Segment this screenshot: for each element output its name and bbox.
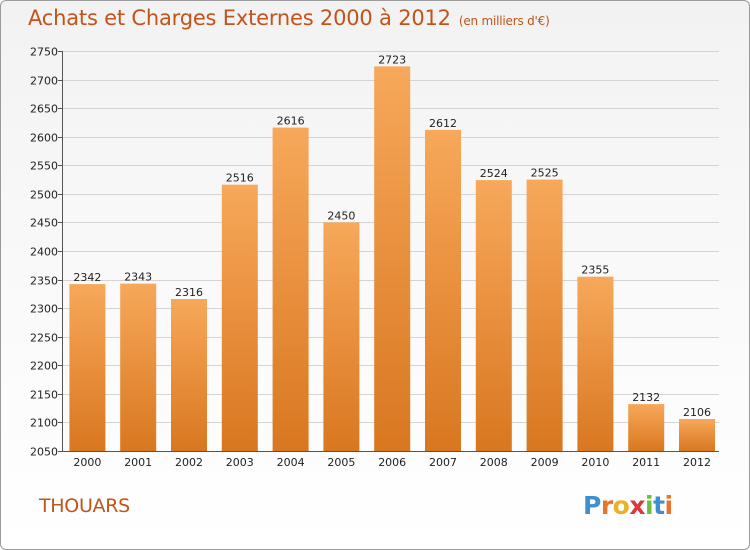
bar-2006: [374, 66, 411, 452]
bar-2005: [323, 222, 360, 451]
x-tick-label: 2011: [632, 456, 660, 469]
y-tick-label: 2750: [30, 46, 58, 59]
y-tick-label: 2350: [30, 275, 58, 288]
chart-title: Achats et Charges Externes 2000 à 2012 (e…: [28, 6, 550, 30]
bar-2001: [120, 283, 157, 451]
bar-2000: [69, 284, 106, 451]
x-tick-label: 2003: [226, 456, 254, 469]
data-label: 2525: [531, 167, 559, 180]
bar-2002: [171, 299, 207, 451]
data-label: 2524: [480, 167, 508, 180]
data-label: 2612: [429, 117, 457, 130]
x-tick-label: 2002: [175, 456, 203, 469]
data-label: 2316: [175, 286, 203, 299]
y-tick-label: 2550: [30, 160, 58, 173]
data-label: 2342: [73, 271, 101, 284]
bar-2009: [526, 179, 563, 451]
bar-2004: [272, 127, 309, 451]
logo-letter: o: [612, 491, 630, 520]
x-tick-label: 2004: [277, 456, 305, 469]
bar-2012: [679, 419, 715, 451]
y-tick-label: 2250: [30, 332, 58, 345]
y-tick-label: 2200: [30, 360, 58, 373]
y-tick-label: 2600: [30, 132, 58, 145]
chart-subtitle: (en milliers d'€): [458, 14, 550, 28]
data-label: 2355: [581, 264, 609, 277]
logo-letter: i: [645, 491, 654, 520]
x-tick-label: 2005: [327, 456, 355, 469]
logo-letter: P: [583, 491, 601, 520]
data-label: 2616: [277, 115, 305, 128]
proxiti-logo[interactable]: Proxiti: [583, 491, 673, 520]
data-label: 2106: [683, 406, 711, 419]
chart-title-text: Achats et Charges Externes 2000 à 2012: [28, 6, 451, 30]
data-label: 2723: [378, 53, 406, 66]
logo-letter: x: [629, 491, 645, 520]
data-label: 2132: [632, 391, 660, 404]
x-tick-label: 2001: [124, 456, 152, 469]
x-tick-label: 2009: [531, 456, 559, 469]
logo-letter: i: [664, 491, 674, 520]
bar-2010: [577, 276, 614, 451]
y-tick-label: 2700: [30, 75, 58, 88]
bar-2003: [221, 184, 258, 451]
data-label: 2343: [124, 271, 152, 284]
x-tick-label: 2000: [73, 456, 101, 469]
logo-letter: t: [653, 491, 665, 520]
city-name: THOUARS: [39, 495, 130, 517]
y-tick-label: 2300: [30, 303, 58, 316]
y-tick-label: 2050: [30, 446, 58, 459]
y-tick-label: 2400: [30, 246, 58, 259]
x-tick-label: 2008: [480, 456, 508, 469]
x-tick-label: 2007: [429, 456, 457, 469]
bar-2011: [628, 404, 665, 451]
y-tick-label: 2500: [30, 189, 58, 202]
logo-letter: r: [600, 491, 613, 520]
data-label: 2516: [226, 172, 254, 185]
y-tick-label: 2650: [30, 103, 58, 116]
y-tick-label: 2150: [30, 389, 58, 402]
x-tick-label: 2006: [378, 456, 406, 469]
x-tick-label: 2010: [581, 456, 609, 469]
y-tick-label: 2100: [30, 417, 58, 430]
data-label: 2450: [327, 209, 355, 222]
bar-2008: [475, 180, 512, 451]
y-tick-label: 2450: [30, 217, 58, 230]
bar-2007: [425, 129, 461, 451]
x-tick-label: 2012: [683, 456, 711, 469]
